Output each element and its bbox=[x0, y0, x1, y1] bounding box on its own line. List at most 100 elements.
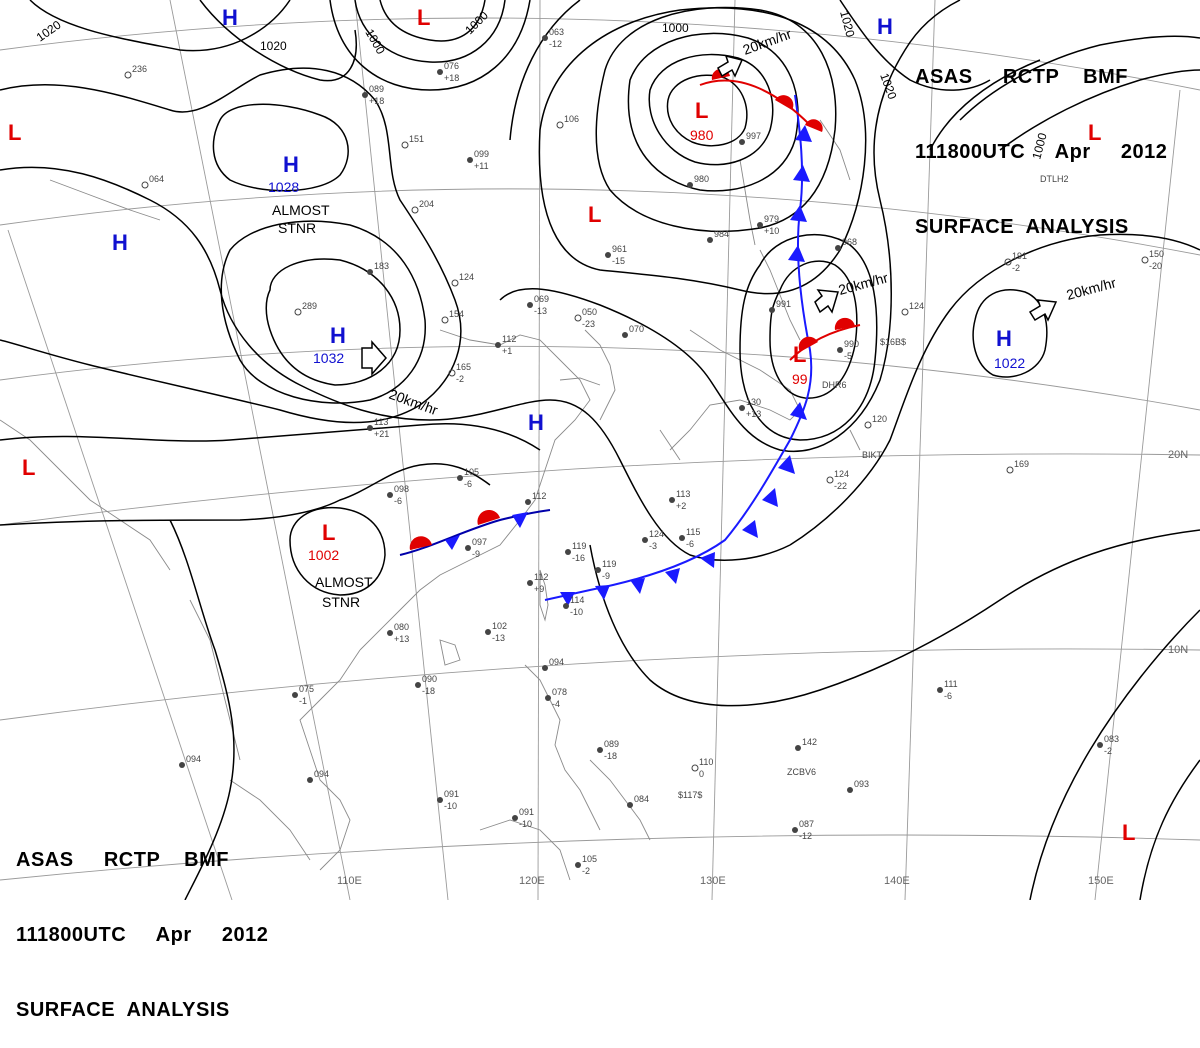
station: 980 bbox=[687, 174, 709, 188]
station: 078-4 bbox=[545, 687, 567, 709]
parallel-20n bbox=[0, 453, 1200, 526]
station-tendency: -6 bbox=[686, 539, 694, 549]
station-value: 124 bbox=[459, 272, 474, 282]
station-value: 124 bbox=[834, 469, 849, 479]
warm-front-north bbox=[699, 79, 811, 126]
station: 112+9 bbox=[527, 572, 548, 594]
station-code: $16B$ bbox=[880, 337, 906, 347]
parallel-40n bbox=[0, 17, 1200, 91]
chart-header-bottom: ASAS RCTP BMF 111800UTC Apr 2012 SURFACE… bbox=[16, 798, 268, 1048]
stnr-note-south: ALMOST bbox=[315, 574, 373, 590]
meridian-100e bbox=[7, 229, 233, 900]
station-value: 063 bbox=[549, 27, 564, 37]
station-tendency: +10 bbox=[764, 226, 779, 236]
high-marker: H bbox=[222, 5, 238, 30]
station: 105-2 bbox=[575, 854, 597, 876]
graticule bbox=[0, 0, 1200, 900]
station-value: 124 bbox=[649, 529, 664, 539]
stnr-note-south: STNR bbox=[322, 594, 360, 610]
isobar-1008-japan-low bbox=[739, 233, 878, 441]
station-tendency: +21 bbox=[374, 429, 389, 439]
high-marker: H bbox=[528, 410, 544, 435]
lon-label-120e: 120E bbox=[519, 875, 545, 887]
isobar-1004-ne bbox=[959, 35, 1200, 121]
station-value: 089 bbox=[604, 739, 619, 749]
coast-sakhalin bbox=[739, 159, 756, 246]
station-tendency: -6 bbox=[464, 479, 472, 489]
station: 093 bbox=[847, 779, 869, 793]
motion-arrows bbox=[361, 54, 1058, 376]
parallel-10n bbox=[0, 648, 1200, 721]
station-code: BIKT bbox=[862, 450, 883, 460]
station-tendency: -18 bbox=[422, 686, 435, 696]
station-value: 991 bbox=[776, 299, 791, 309]
station-value: 050 bbox=[582, 307, 597, 317]
station-value: 169 bbox=[1014, 459, 1029, 469]
station: 063-12 bbox=[542, 27, 564, 49]
coast-mongolia-lake bbox=[49, 179, 161, 221]
meridian-160e bbox=[1094, 89, 1181, 900]
isobar-1008-low-sw bbox=[289, 506, 386, 596]
station: 080+13 bbox=[387, 622, 409, 644]
station-value: 979 bbox=[764, 214, 779, 224]
lat-label-20n: 20N bbox=[1168, 449, 1188, 461]
cold-front-triangles bbox=[560, 125, 812, 606]
grid-labels: 110E 120E 130E 140E 150E 20N 10N bbox=[337, 449, 1188, 887]
station-value: 990 bbox=[844, 339, 859, 349]
meridian-120e bbox=[354, 0, 449, 900]
station: 089+18 bbox=[362, 84, 384, 106]
station: 076+18 bbox=[437, 61, 459, 83]
station: 124 bbox=[901, 301, 924, 316]
lon-label-130e: 130E bbox=[700, 875, 726, 887]
station: 191-2 bbox=[1004, 251, 1027, 273]
station-value: 111 bbox=[944, 679, 958, 689]
station-tendency: -1 bbox=[299, 696, 307, 706]
station-value: 961 bbox=[612, 244, 627, 254]
station-tendency: -2 bbox=[582, 866, 590, 876]
coast-hainan bbox=[439, 639, 461, 666]
station-code: $117$ bbox=[678, 790, 702, 800]
isobar-1004-low-big bbox=[538, 7, 867, 295]
station-value: 094 bbox=[314, 769, 329, 779]
station-tendency: -6 bbox=[944, 691, 952, 701]
station-value: 204 bbox=[419, 199, 434, 209]
isobar-1016-pacific bbox=[789, 233, 1200, 546]
station-tendency: +13 bbox=[394, 634, 409, 644]
coast-japan-north bbox=[759, 249, 801, 341]
motion-arrow-japan-low bbox=[814, 289, 839, 314]
station: 114-10 bbox=[563, 595, 584, 617]
station: 106 bbox=[556, 114, 579, 129]
station-value: 080 bbox=[394, 622, 409, 632]
high-pressure-value: 1022 bbox=[994, 355, 1025, 371]
station: 094 bbox=[307, 769, 329, 783]
coast-philippines-south bbox=[589, 759, 651, 841]
isobar-1012-pacific-south bbox=[1029, 609, 1200, 900]
low-centers: L L L 980 L L 99 L L 1002 L L bbox=[8, 5, 1135, 845]
station-value: 119 bbox=[572, 541, 586, 551]
station: 991 bbox=[769, 299, 791, 313]
station-value: 091 bbox=[444, 789, 459, 799]
station-value: 097 bbox=[472, 537, 487, 547]
station: 990-5 bbox=[837, 339, 859, 361]
parallel-0n bbox=[0, 834, 1200, 881]
station-value: 098 bbox=[394, 484, 409, 494]
station-value: 078 bbox=[552, 687, 567, 697]
station-tendency: +2 bbox=[676, 501, 686, 511]
station-value: 124 bbox=[909, 301, 924, 311]
stnr-note-north: ALMOST bbox=[272, 202, 330, 218]
lon-label-140e: 140E bbox=[884, 875, 910, 887]
station-tendency: -23 bbox=[582, 319, 595, 329]
meridian-110e bbox=[169, 0, 351, 900]
coast-korea bbox=[584, 329, 616, 421]
station-value: 094 bbox=[549, 657, 564, 667]
station-value: 083 bbox=[1104, 734, 1119, 744]
isobar-1028-nw-high bbox=[212, 103, 349, 192]
isobar-1012-southwest bbox=[0, 463, 491, 526]
low-marker: L bbox=[22, 455, 35, 480]
header-line-2: 111800UTC Apr 2012 bbox=[915, 141, 1168, 163]
high-marker: H bbox=[996, 326, 1012, 351]
isobar-1016-south bbox=[0, 422, 541, 451]
isobar-1008-north-pac bbox=[509, 0, 581, 141]
isobar-1020-pacific-high bbox=[972, 289, 1048, 378]
